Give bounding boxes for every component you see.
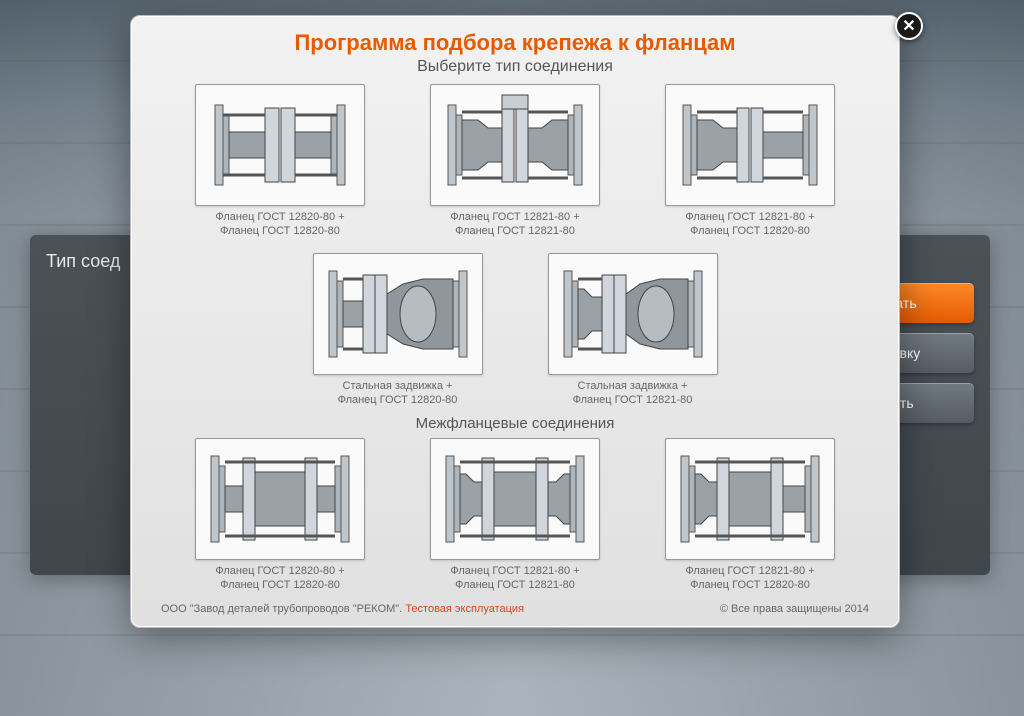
option-caption: Стальная задвижка + Фланец ГОСТ 12820-80 bbox=[338, 379, 458, 408]
option-thumb bbox=[665, 84, 835, 206]
option-neck-flat[interactable]: Фланец ГОСТ 12821-80 + Фланец ГОСТ 12820… bbox=[653, 84, 848, 239]
modal-subtitle: Выберите тип соединения bbox=[161, 58, 869, 76]
section-2-label: Межфланцевые соединения bbox=[161, 415, 869, 432]
option-thumb bbox=[313, 253, 483, 375]
option-valve-flat[interactable]: Стальная задвижка + Фланец ГОСТ 12820-80 bbox=[300, 253, 495, 408]
flange-icon bbox=[205, 90, 355, 200]
option-thumb bbox=[195, 438, 365, 560]
option-caption: Фланец ГОСТ 12820-80 + Фланец ГОСТ 12820… bbox=[215, 564, 344, 593]
option-wafer-neck[interactable]: Фланец ГОСТ 12821-80 + Фланец ГОСТ 12821… bbox=[418, 438, 613, 593]
option-thumb bbox=[665, 438, 835, 560]
close-button[interactable]: ✕ bbox=[895, 12, 923, 40]
option-caption: Фланец ГОСТ 12821-80 + Фланец ГОСТ 12821… bbox=[450, 564, 579, 593]
footer-left: ООО "Завод деталей трубопроводов "РЕКОМ"… bbox=[161, 603, 524, 615]
flange-icon bbox=[440, 90, 590, 200]
flange-icon bbox=[675, 444, 825, 554]
option-wafer-flat[interactable]: Фланец ГОСТ 12820-80 + Фланец ГОСТ 12820… bbox=[183, 438, 378, 593]
option-caption: Фланец ГОСТ 12821-80 + Фланец ГОСТ 12820… bbox=[685, 210, 814, 239]
flange-icon bbox=[558, 259, 708, 369]
options-row-1: Фланец ГОСТ 12820-80 + Фланец ГОСТ 12820… bbox=[161, 84, 869, 239]
option-flat-flat[interactable]: Фланец ГОСТ 12820-80 + Фланец ГОСТ 12820… bbox=[183, 84, 378, 239]
option-valve-neck[interactable]: Стальная задвижка + Фланец ГОСТ 12821-80 bbox=[535, 253, 730, 408]
flange-icon bbox=[323, 259, 473, 369]
flange-icon bbox=[440, 444, 590, 554]
modal-footer: ООО "Завод деталей трубопроводов "РЕКОМ"… bbox=[161, 603, 869, 615]
option-caption: Стальная задвижка + Фланец ГОСТ 12821-80 bbox=[573, 379, 693, 408]
option-caption: Фланец ГОСТ 12821-80 + Фланец ГОСТ 12821… bbox=[450, 210, 579, 239]
copyright: © Все права защищены 2014 bbox=[720, 603, 869, 615]
selection-modal: ✕ Программа подбора крепежа к фланцам Вы… bbox=[130, 15, 900, 628]
company-name: ООО "Завод деталей трубопроводов "РЕКОМ"… bbox=[161, 603, 402, 615]
option-neck-neck[interactable]: Фланец ГОСТ 12821-80 + Фланец ГОСТ 12821… bbox=[418, 84, 613, 239]
test-label: Тестовая эксплуатация bbox=[405, 603, 524, 615]
options-row-2: Стальная задвижка + Фланец ГОСТ 12820-80 bbox=[161, 253, 869, 408]
option-thumb bbox=[430, 84, 600, 206]
option-thumb bbox=[548, 253, 718, 375]
option-caption: Фланец ГОСТ 12821-80 + Фланец ГОСТ 12820… bbox=[685, 564, 814, 593]
option-thumb bbox=[430, 438, 600, 560]
flange-icon bbox=[675, 90, 825, 200]
options-row-3: Фланец ГОСТ 12820-80 + Фланец ГОСТ 12820… bbox=[161, 438, 869, 593]
flange-icon bbox=[205, 444, 355, 554]
close-icon: ✕ bbox=[902, 16, 915, 36]
option-wafer-mixed[interactable]: Фланец ГОСТ 12821-80 + Фланец ГОСТ 12820… bbox=[653, 438, 848, 593]
option-thumb bbox=[195, 84, 365, 206]
option-caption: Фланец ГОСТ 12820-80 + Фланец ГОСТ 12820… bbox=[215, 210, 344, 239]
modal-title: Программа подбора крепежа к фланцам bbox=[161, 30, 869, 56]
